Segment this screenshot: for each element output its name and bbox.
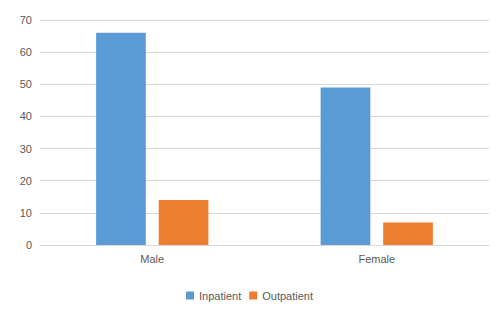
svg-text:0: 0	[26, 239, 32, 251]
svg-text:Female: Female	[358, 253, 395, 265]
svg-text:70: 70	[20, 14, 32, 26]
svg-text:50: 50	[20, 78, 32, 90]
svg-text:30: 30	[20, 143, 32, 155]
svg-text:60: 60	[20, 46, 32, 58]
svg-text:10: 10	[20, 207, 32, 219]
svg-text:40: 40	[20, 110, 32, 122]
svg-text:20: 20	[20, 175, 32, 187]
svg-text:Male: Male	[140, 253, 164, 265]
svg-text:Outpatient: Outpatient	[262, 290, 313, 302]
svg-text:Inpatient: Inpatient	[199, 290, 241, 302]
